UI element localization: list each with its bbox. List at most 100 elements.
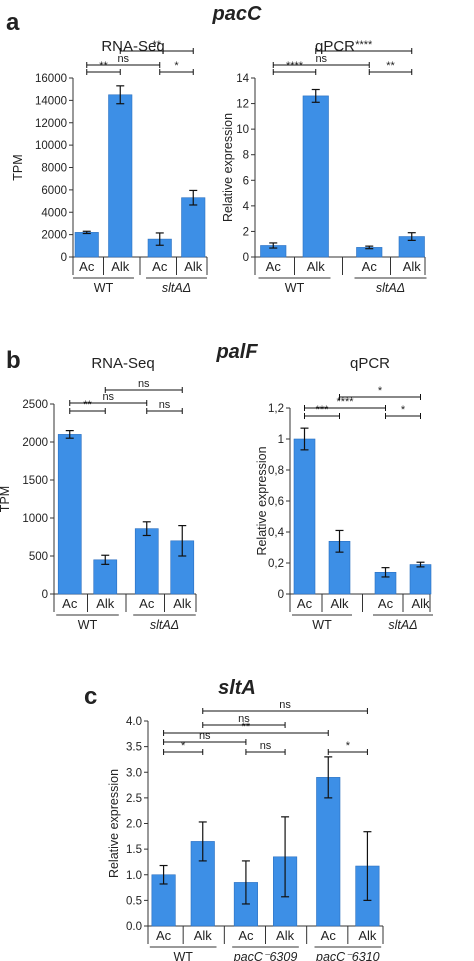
significance-label: ** [99,60,108,72]
bar [108,94,133,258]
y-tick-label: 0.5 [126,895,142,907]
y-tick-label: 6 [243,175,249,187]
y-tick-label: 500 [29,551,48,563]
significance-label: * [181,740,186,752]
x-category-label: Ac [378,596,394,611]
panel-a-letter: a [6,9,20,36]
y-tick-label: 16000 [35,73,67,85]
chart-title: RNA-Seq [91,355,154,372]
y-tick-label: 4.0 [126,716,142,728]
y-tick-label: 6000 [41,185,67,197]
significance-label: ns [260,740,272,752]
x-category-label: Alk [411,596,430,611]
significance-label: * [346,740,351,752]
y-tick-label: 2500 [22,399,48,411]
x-category-label: Alk [194,928,213,943]
y-tick-label: 10 [236,124,249,136]
bar [293,438,316,595]
chart-title: qPCR [350,355,390,372]
significance-label: ns [102,391,114,403]
x-category-label: Alk [330,596,349,611]
significance-label: **** [336,396,354,408]
x-category-label: Ac [321,928,337,943]
y-axis-label: Relative expression [221,113,235,222]
chart-c-sltA: 0.0 0.5 1.0 1.5 2.0 2.5 3.0 3.5 4.0 Relative expr… [107,699,384,961]
panel-a-gene-title: pacC [212,3,262,25]
significance-label: ** [242,721,251,733]
y-tick-label: 0,2 [268,558,284,570]
significance-label: ** [83,399,92,411]
y-axis-label: Relative expression [107,769,121,878]
y-tick-label: 0,6 [268,496,284,508]
y-tick-label: 0 [61,252,67,264]
y-tick-label: 1 [278,434,284,446]
x-category-label: Ac [362,259,378,274]
y-tick-label: 2000 [41,230,67,242]
significance-label: **** [286,60,304,72]
chart-b-qpcr: qPCR 0 0,2 0,4 0,6 0,8 1 1,2 Relative expression… [255,355,433,632]
group-label: pacC⁻6310 [315,950,380,961]
group-label: sltAΔ [388,618,417,632]
chart-a-rnaseq: RNA-Seq020004000600080001000012000140001… [11,38,208,295]
y-tick-label: 4000 [41,207,67,219]
x-category-label: Ac [266,259,282,274]
y-tick-label: 12000 [35,118,67,130]
x-category-label: Alk [307,259,326,274]
panel-b-gene-title: palF [215,341,258,363]
y-tick-label: 0 [42,589,48,601]
bar [409,564,432,595]
group-label: WT [312,618,332,632]
significance-label: * [401,404,406,416]
chart-b-rnaseq: RNA-Seq 0 500 1000 1500 2000 2500 TPM Ac Alk Ac Alk… [0,355,197,632]
group-label: sltAΔ [376,281,405,295]
panel-b-letter: b [6,347,21,374]
panel-c-gene-title: sltA [218,677,256,699]
significance-label: ns [238,713,250,725]
x-category-label: Ac [152,259,168,274]
x-category-label: Alk [173,596,192,611]
y-tick-label: 1000 [22,513,48,525]
significance-label: ** [386,60,395,72]
x-category-label: Ac [156,928,172,943]
x-category-label: Alk [184,259,203,274]
panel-c-letter: c [84,683,97,710]
y-tick-label: 14 [236,73,249,85]
significance-label: ** [152,39,161,51]
significance-label: ns [117,53,129,65]
y-axis-label: TPM [0,486,12,512]
y-tick-label: 2000 [22,437,48,449]
y-tick-label: 1.5 [126,844,142,856]
significance-label: * [378,385,383,397]
x-category-label: Ac [238,928,254,943]
y-tick-label: 8000 [41,163,67,175]
y-tick-label: 2.5 [126,793,142,805]
y-tick-label: 12 [236,99,249,111]
bar [302,95,329,258]
y-tick-label: 3.5 [126,742,142,754]
group-label: WT [285,281,305,295]
x-category-label: Alk [358,928,377,943]
y-tick-label: 0 [278,589,284,601]
significance-label: ns [138,378,150,390]
x-category-label: Ac [297,596,313,611]
y-tick-label: 1500 [22,475,48,487]
group-label: sltAΔ [162,281,191,295]
y-tick-label: 2.0 [126,819,142,831]
significance-label: *** [316,404,330,416]
y-tick-label: 0,8 [268,465,284,477]
significance-label: ns [199,730,211,742]
y-tick-label: 1,2 [268,403,284,415]
y-tick-label: 0.0 [126,921,142,933]
x-category-label: Alk [96,596,115,611]
group-label: pacC⁻6309 [233,950,298,961]
y-tick-label: 2 [243,226,249,238]
group-label: WT [94,281,114,295]
y-tick-label: 10000 [35,140,67,152]
significance-label: ns [315,53,327,65]
x-category-label: Ac [139,596,155,611]
group-label: WT [173,950,193,961]
y-tick-label: 0 [243,252,249,264]
y-axis-label: Relative expression [255,446,269,555]
bar [134,528,159,595]
